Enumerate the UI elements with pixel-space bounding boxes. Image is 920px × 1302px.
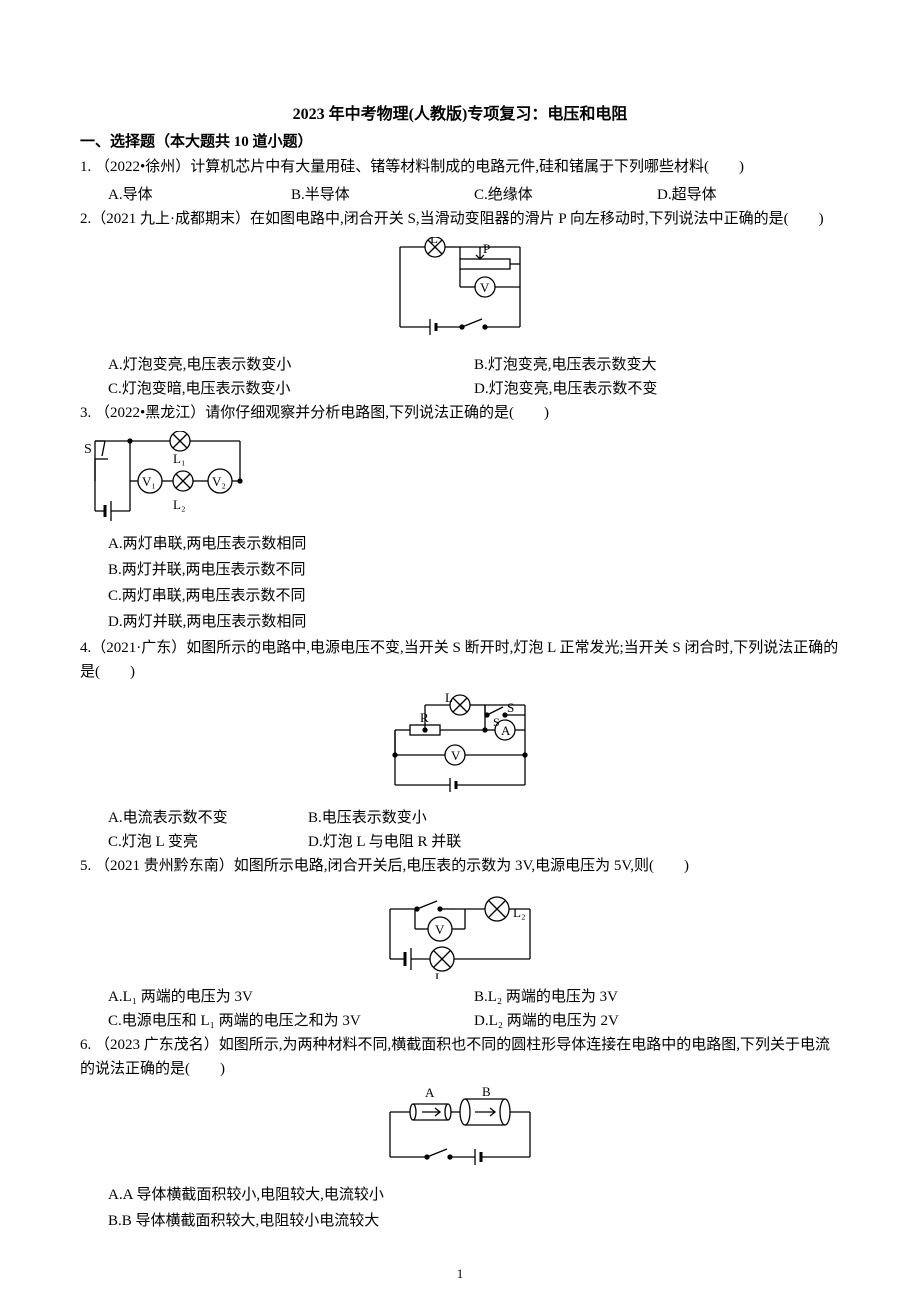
svg-text:L: L: [430, 237, 438, 246]
q4-opt-d: D.灯泡 L 与电阻 R 并联: [308, 830, 840, 854]
q1-stem: 1. （2022•徐州）计算机芯片中有大量用硅、锗等材料制成的电路元件,硅和锗属…: [80, 155, 840, 179]
page-title: 2023 年中考物理(人教版)专项复习：电压和电阻: [80, 100, 840, 124]
q3-stem: 3. （2022•黑龙江）请你仔细观察并分析电路图,下列说法正确的是( ): [80, 401, 840, 425]
q3-circuit-diagram: S L₁ L₂ V₁ V₂: [80, 431, 260, 526]
q2-opt-a: A.灯泡变亮,电压表示数变小: [108, 353, 474, 377]
q6-opt-b: B.B 导体横截面积较大,电阻较小电流较大: [108, 1209, 840, 1233]
q3-opt-d: D.两灯并联,两电压表示数相同: [108, 610, 840, 634]
svg-text:P: P: [483, 241, 490, 256]
svg-text:V: V: [480, 280, 490, 295]
q3-opt-b: B.两灯并联,两电压表示数不同: [108, 558, 840, 582]
q4-opt-b: B.电压表示数变小: [308, 806, 840, 830]
q4-opt-a: A.电流表示数不变: [108, 806, 308, 830]
q2-circuit-diagram: L P V: [380, 237, 540, 347]
q5-stem: 5. （2021 贵州黔东南）如图所示电路,闭合开关后,电压表的示数为 3V,电…: [80, 854, 840, 878]
q6-opt-a: A.A 导体横截面积较小,电阻较大,电流较小: [108, 1183, 840, 1207]
q1-opt-a: A.导体: [108, 183, 291, 207]
q4-circuit-diagram: L S R A V S: [375, 690, 545, 800]
q1-opt-d: D.超导体: [657, 183, 840, 207]
svg-text:S: S: [84, 442, 92, 457]
svg-text:A: A: [501, 723, 511, 738]
q6-stem: 6. （2023 广东茂名）如图所示,为两种材料不同,横截面积也不同的圆柱形导体…: [80, 1033, 840, 1081]
q2-opt-c: C.灯泡变暗,电压表示数变小: [108, 377, 474, 401]
page-number: 1: [0, 1266, 920, 1282]
svg-text:L₂: L₂: [513, 905, 525, 920]
q5-circuit-diagram: V L₂ L₁: [370, 884, 550, 979]
section-heading: 一、选择题（本大题共 10 道小题）: [80, 130, 840, 151]
q3-opt-a: A.两灯串联,两电压表示数相同: [108, 532, 840, 556]
q4-opt-c: C.灯泡 L 变亮: [108, 830, 308, 854]
svg-text:A: A: [425, 1087, 435, 1100]
q4-stem: 4.（2021·广东）如图所示的电路中,电源电压不变,当开关 S 断开时,灯泡 …: [80, 636, 840, 684]
q2-stem: 2.（2021 九上·成都期末）在如图电路中,闭合开关 S,当滑动变阻器的滑片 …: [80, 207, 840, 231]
svg-text:V₁: V₁: [142, 474, 156, 489]
q1-opt-c: C.绝缘体: [474, 183, 657, 207]
q5-opt-a: A.L₁ 两端的电压为 3V: [108, 985, 474, 1009]
q5-opt-c: C.电源电压和 L₁ 两端的电压之和为 3V: [108, 1009, 474, 1033]
svg-text:L₁: L₁: [173, 451, 185, 466]
q5-opt-b: B.L₂ 两端的电压为 3V: [474, 985, 840, 1009]
svg-text:L₂: L₂: [173, 497, 185, 512]
svg-text:R: R: [420, 710, 429, 725]
q3-opt-c: C.两灯串联,两电压表示数不同: [108, 584, 840, 608]
svg-text:S: S: [493, 715, 500, 729]
svg-text:V: V: [451, 748, 461, 763]
q1-opt-b: B.半导体: [291, 183, 474, 207]
svg-text:B: B: [482, 1087, 491, 1099]
svg-text:S: S: [507, 700, 514, 715]
svg-text:L₁: L₁: [435, 970, 447, 979]
q2-opt-b: B.灯泡变亮,电压表示数变大: [474, 353, 840, 377]
q5-opt-d: D.L₂ 两端的电压为 2V: [474, 1009, 840, 1033]
svg-text:V: V: [435, 922, 445, 937]
q2-opt-d: D.灯泡变亮,电压表示数不变: [474, 377, 840, 401]
q6-circuit-diagram: A B: [370, 1087, 550, 1177]
svg-text:V₂: V₂: [212, 474, 226, 489]
svg-text:L: L: [445, 690, 453, 705]
